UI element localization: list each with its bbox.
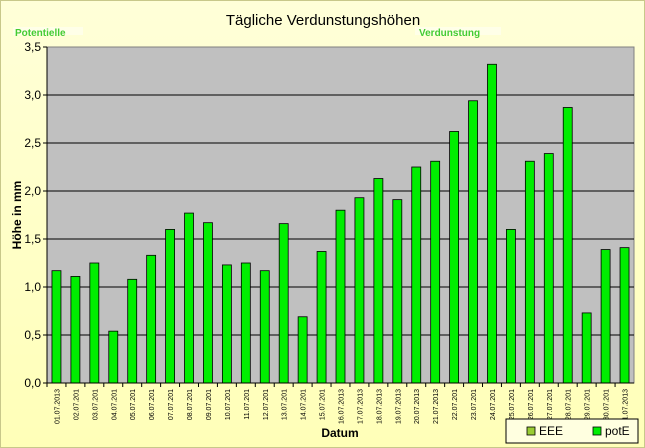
overlay-left-box [13,27,83,35]
x-tick-label: 03.07.201 [92,389,99,420]
x-tick-label: 26.07.201 [528,389,535,420]
chart-title: Tägliche Verdunstungshöhen [226,12,420,29]
bar-pote [297,316,308,384]
x-tick-label: 19.07.2013 [395,389,402,424]
bar-pote [70,276,81,384]
legend-swatch-eee [526,426,536,436]
bar-pote [373,178,384,384]
bar-pote [619,247,630,384]
gridlines [47,94,634,336]
bar-pote [203,222,213,384]
y-tick-label: 0,0 [24,376,41,390]
bar-pote [146,254,157,384]
x-tick-label: 05.07.201 [130,389,137,420]
x-axis-label: Datum [321,426,358,440]
x-tick-label: 28.07.201 [566,389,573,420]
y-axis-label: Höhe in mm [10,181,24,250]
bar-pote [543,153,554,384]
x-tick-label: 07.07.201 [168,389,175,420]
x-tick-label: 30.07.201 [604,389,611,420]
bar-pote [411,166,422,384]
x-tick-label: 31.07.2013 [623,389,630,424]
bar-pote [562,107,573,384]
y-tick-labels: 0,0 0,5 1,0 1,5 2,0 2,5 3,0 3,5 [24,40,47,390]
bar-pote [600,249,611,384]
bars [51,63,630,384]
y-tick-label: 2,5 [24,136,41,150]
x-tick-label: 14.07.201 [301,389,308,420]
x-tick-labels: 01.07.2013 02.07.201 03.07.201 04.07.201 05.… [46,383,630,424]
bar-pote [468,100,478,384]
x-tick-label: 24.07.201 [490,389,497,420]
bar-pote [240,262,251,384]
bar-pote [221,264,232,384]
y-tick-label: 1,0 [24,280,41,294]
bar-pote [392,199,403,384]
y-tick-label: 3,5 [24,40,41,54]
x-tick-label: 27.07.201 [547,389,554,420]
x-tick-label: 02.07.201 [73,389,80,420]
x-tick-label: 04.07.201 [111,389,118,420]
x-tick-label: 25.07.201 [509,389,516,420]
bar-pote [165,228,175,384]
bar-pote [184,212,194,384]
bar-pote [335,209,346,384]
x-tick-label: 08.07.201 [187,389,194,420]
legend-label-pote: potE [605,424,630,438]
bar-pote [487,63,497,384]
bar-pote [430,160,441,384]
x-tick-label: 22.07.201 [452,389,459,420]
y-tick-label: 2,0 [24,184,41,198]
x-tick-label: 17.07.2013 [357,389,364,424]
x-tick-label: 12.07.201 [263,389,270,420]
overlay-right-box [415,27,501,35]
overlay-right-text: Verdunstung [419,28,480,39]
x-tick-label: 16.07.2013 [339,389,346,424]
y-tick-label: 0,5 [24,328,41,342]
bar-pote [51,270,62,384]
bar-pote [127,278,138,384]
legend-label-eee: EEE [539,424,563,438]
bar-pote [259,270,270,384]
bar-pote [354,197,365,384]
x-tick-label: 21.07.2013 [433,389,440,424]
bar-pote [89,262,100,384]
y-tick-label: 3,0 [24,88,41,102]
x-tick-label: 20.07.2013 [414,389,421,424]
x-tick-label: 23.07.201 [471,389,478,420]
bar-pote [108,330,119,384]
x-tick-label: 10.07.201 [225,389,232,420]
bar-pote [449,131,460,384]
x-tick-label: 06.07.201 [149,389,156,420]
bar-pote [524,160,535,384]
legend: EEE potE [505,418,639,444]
bar-pote [506,228,516,384]
legend-swatch-pote [592,426,602,436]
y-tick-label: 1,5 [24,232,41,246]
x-tick-label: 29.07.201 [585,389,592,420]
x-tick-label: 18.07.2013 [376,389,383,424]
bar-pote [581,312,592,384]
bar-pote [278,223,289,384]
axes [46,47,634,384]
bar-pote [316,251,327,384]
overlay-left-text: Potentielle [15,28,66,39]
x-tick-label: 15.07.201 [320,389,327,420]
x-tick-label: 09.07.201 [206,389,213,420]
x-tick-label: 11.07.201 [244,389,251,420]
x-tick-label: 13.07.201 [282,389,289,420]
x-tick-label: 01.07.2013 [54,389,61,424]
